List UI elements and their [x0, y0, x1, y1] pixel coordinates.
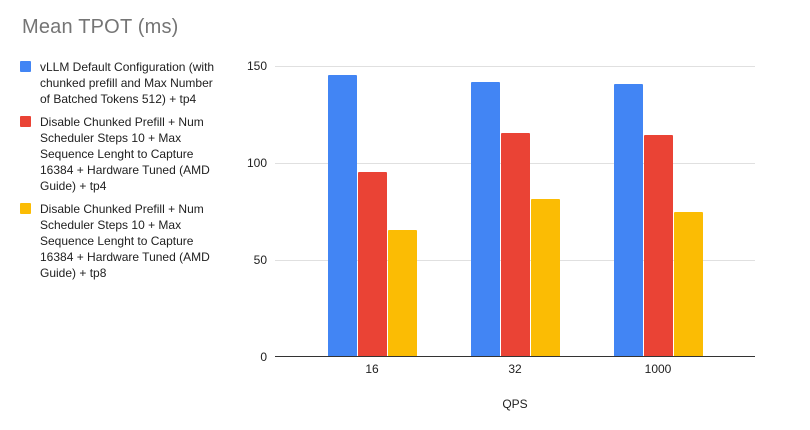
bar: [643, 134, 673, 356]
plot-area: [275, 66, 755, 357]
x-axis-title: QPS: [502, 397, 528, 411]
bar: [500, 132, 530, 356]
bar: [327, 74, 357, 356]
legend-label: vLLM Default Configuration (with chunked…: [40, 60, 215, 106]
bar: [613, 84, 643, 356]
bar: [530, 198, 560, 356]
bar-group: [613, 84, 703, 356]
legend-label: Disable Chunked Prefill + Num Scheduler …: [40, 202, 210, 280]
bar: [673, 212, 703, 356]
legend-marker-icon: [20, 203, 31, 214]
x-tick-label: 1000: [644, 362, 672, 376]
legend-marker-icon: [20, 116, 31, 127]
bar: [357, 171, 387, 356]
x-tick-label: 32: [508, 362, 522, 376]
gridline: [275, 66, 755, 67]
bar-group: [327, 74, 417, 356]
chart-title: Mean TPOT (ms): [22, 16, 179, 38]
y-tick-label: 50: [253, 253, 267, 267]
bar-group: [470, 82, 560, 356]
legend: vLLM Default Configuration (with chunked…: [20, 59, 220, 281]
y-tick-label: 150: [246, 59, 267, 73]
x-axis-line: [275, 356, 755, 357]
legend-item: Disable Chunked Prefill + Num Scheduler …: [20, 114, 220, 194]
y-tick-label: 0: [260, 350, 267, 364]
legend-item: vLLM Default Configuration (with chunked…: [20, 59, 220, 107]
x-tick-label: 16: [365, 362, 379, 376]
y-tick-label: 100: [246, 156, 267, 170]
bar: [387, 229, 417, 356]
legend-item: Disable Chunked Prefill + Num Scheduler …: [20, 201, 220, 281]
bar: [470, 82, 500, 356]
legend-label: Disable Chunked Prefill + Num Scheduler …: [40, 115, 210, 193]
legend-marker-icon: [20, 61, 31, 72]
